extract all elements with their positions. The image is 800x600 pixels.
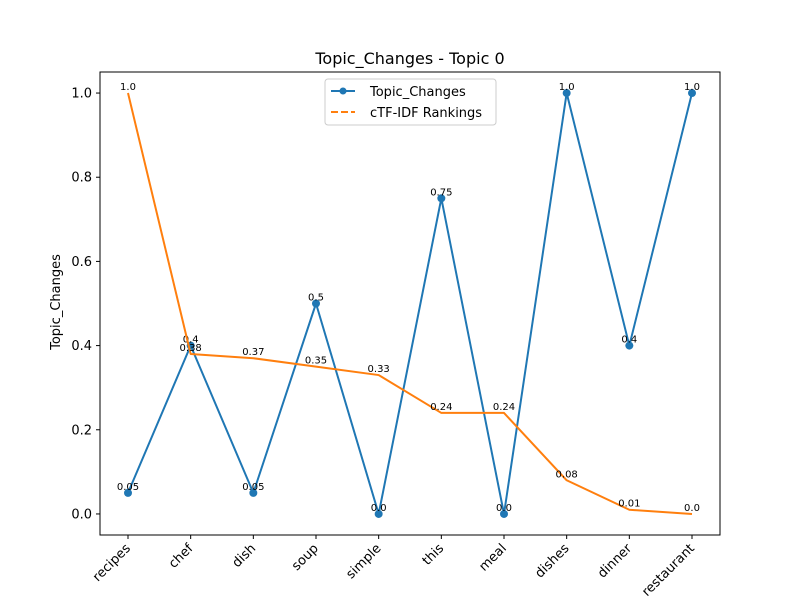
data-label-ctf-idf-rankings: 0.24 [430, 402, 452, 413]
data-label-topic-changes: 0.5 [308, 293, 324, 304]
y-tick-label: 0.0 [71, 507, 92, 522]
data-point-topic-changes [374, 509, 383, 518]
data-label-topic-changes: 0.0 [496, 503, 512, 514]
y-axis-label: Topic_Changes [49, 254, 64, 351]
data-label-ctf-idf-rankings: 0.01 [618, 499, 640, 510]
data-label-ctf-idf-rankings: 0.37 [242, 347, 264, 358]
data-point-topic-changes [124, 488, 132, 497]
x-tick-label-simple: simple [344, 541, 385, 582]
data-point-topic-changes [500, 509, 508, 518]
data-label-topic-changes: 1.0 [684, 82, 700, 93]
x-tick-label-this: this [420, 541, 448, 569]
plot-frame [99, 71, 721, 536]
y-tick-label: 1.0 [71, 87, 92, 102]
x-tick-label-dishes: dishes [532, 541, 572, 581]
data-point-topic-changes [688, 89, 696, 98]
x-tick-label-meal: meal [476, 541, 509, 574]
x-tick-label-recipes: recipes [90, 541, 134, 585]
legend: Topic_Changes cTF-IDF Rankings [324, 78, 497, 126]
data-label-ctf-idf-rankings: 0.0 [684, 503, 700, 514]
data-point-topic-changes [312, 299, 320, 308]
data-point-topic-changes [625, 341, 634, 350]
data-label-ctf-idf-rankings: 0.35 [305, 356, 327, 367]
data-label-ctf-idf-rankings: 1.0 [120, 82, 136, 93]
legend-marker-topic-changes [339, 87, 347, 95]
data-label-ctf-idf-rankings: 0.24 [493, 402, 515, 413]
legend-label-topic-changes: Topic_Changes [369, 85, 466, 100]
data-label-topic-changes: 0.05 [242, 482, 264, 493]
series-line-topic-changes [127, 92, 693, 515]
chart-title: Topic_Changes - Topic 0 [314, 49, 504, 69]
data-label-ctf-idf-rankings: 0.33 [368, 364, 390, 375]
x-tick-label-dish: dish [230, 541, 260, 571]
data-label-topic-changes: 0.75 [430, 187, 452, 198]
data-label-topic-changes: 0.4 [621, 335, 637, 346]
x-tick-label-dinner: dinner [595, 541, 636, 582]
y-tick-label: 0.8 [71, 171, 92, 186]
legend-label-ctfidf-rankings: cTF-IDF Rankings [370, 106, 482, 121]
data-point-topic-changes [437, 194, 446, 203]
data-label-ctf-idf-rankings: 0.08 [556, 469, 578, 480]
y-tick-label: 0.6 [71, 255, 92, 270]
y-tick-label: 0.4 [71, 339, 92, 354]
data-label-ctf-idf-rankings: 0.38 [180, 343, 202, 354]
data-point-topic-changes [249, 488, 258, 497]
data-label-topic-changes: 0.4 [183, 335, 199, 346]
x-tick-label-chef: chef [166, 541, 197, 572]
data-point-topic-changes [562, 89, 571, 98]
series-line-ctf-idf-rankings [127, 92, 693, 515]
x-tick-label-restaurant: restaurant [639, 541, 698, 600]
data-label-topic-changes: 0.0 [371, 503, 387, 514]
data-label-topic-changes: 0.05 [117, 482, 139, 493]
x-tick-label-soup: soup [289, 541, 322, 574]
y-tick-label: 0.2 [71, 423, 92, 438]
data-label-topic-changes: 1.0 [559, 82, 575, 93]
legend-box [324, 78, 497, 126]
